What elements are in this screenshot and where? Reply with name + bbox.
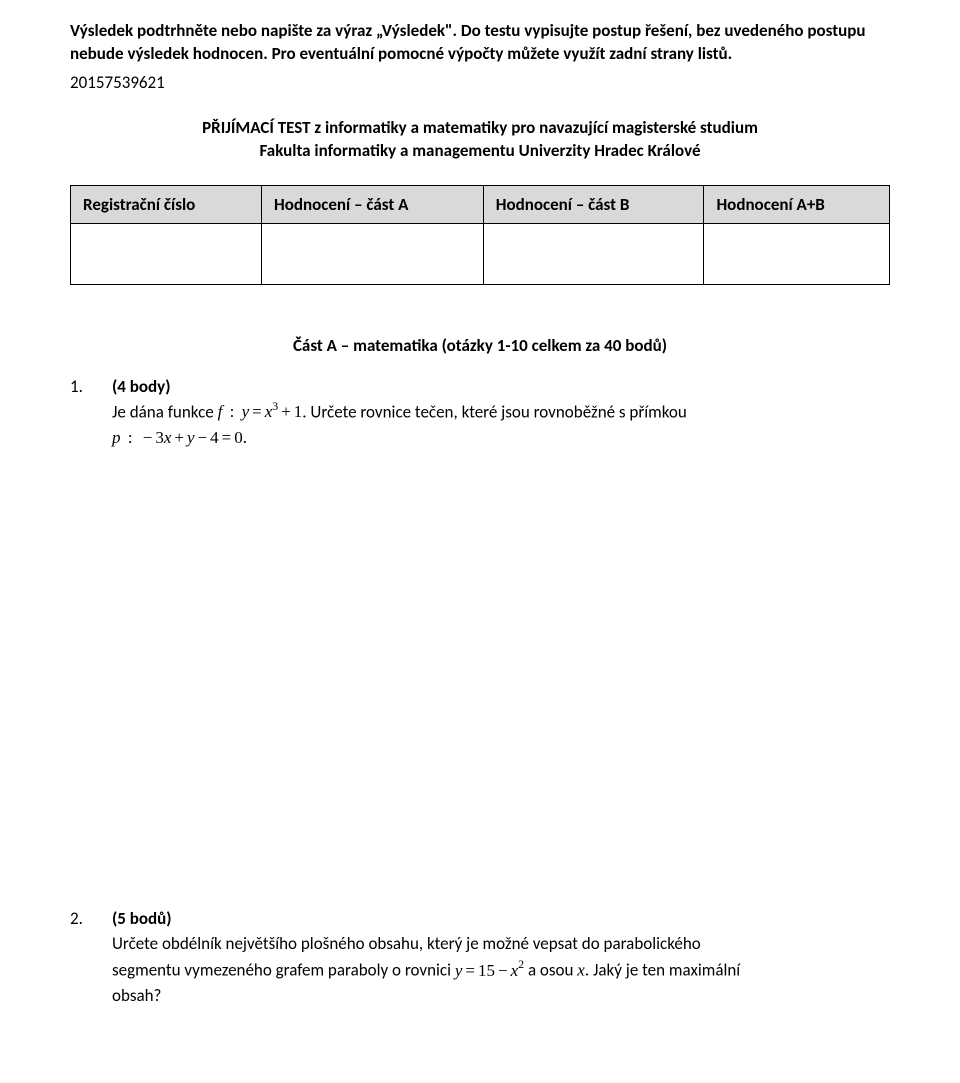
q2-text-2b: a osou bbox=[528, 960, 577, 981]
title-line-1: PŘIJÍMACÍ TEST z informatiky a matematik… bbox=[70, 117, 890, 140]
q1-text-before: Je dána funkce bbox=[112, 401, 218, 422]
grade-header-ab: Hodnocení A+B bbox=[704, 185, 890, 223]
grade-header-b: Hodnocení – část B bbox=[483, 185, 704, 223]
question-2-points: (5 bodů) bbox=[112, 908, 890, 929]
question-2: 2. (5 bodů) Určete obdélník největšího p… bbox=[70, 908, 890, 1008]
grade-cell-b bbox=[483, 223, 704, 284]
question-1-body: Je dána funkce f : y=x3+1. Určete rovnic… bbox=[112, 399, 890, 451]
q1-text-end: . bbox=[243, 427, 247, 448]
question-1-number: 1. bbox=[70, 376, 83, 397]
title-line-2: Fakulta informatiky a managementu Univer… bbox=[70, 140, 890, 163]
q2-text-2c: . Jaký je ten maximální bbox=[585, 960, 740, 981]
grade-header-a: Hodnocení – část A bbox=[262, 185, 484, 223]
question-2-body: Určete obdélník největšího plošného obsa… bbox=[112, 931, 890, 1008]
q1-formula-p: p : −3x+y−4=0 bbox=[112, 428, 243, 447]
page: Výsledek podtrhněte nebo napište za výra… bbox=[0, 0, 960, 1083]
q2-formula: y=15−x2 bbox=[455, 961, 524, 980]
q2-axis-x: x bbox=[577, 961, 585, 980]
q2-text-1: Určete obdélník největšího plošného obsa… bbox=[112, 933, 701, 954]
q2-text-3: obsah? bbox=[112, 985, 161, 1006]
workspace-gap bbox=[70, 468, 890, 908]
title-block: PŘIJÍMACÍ TEST z informatiky a matematik… bbox=[70, 117, 890, 163]
grade-cell-ab bbox=[704, 223, 890, 284]
section-a-title: Část A – matematika (otázky 1-10 celkem … bbox=[70, 335, 890, 356]
grade-table-blank-row bbox=[71, 223, 890, 284]
grade-cell-reg bbox=[71, 223, 262, 284]
q1-text-after: . Určete rovnice tečen, které jsou rovno… bbox=[302, 401, 687, 422]
question-1-points: (4 body) bbox=[112, 376, 890, 397]
test-code: 20157539621 bbox=[70, 72, 890, 93]
q1-formula-f: f : y=x3+1 bbox=[218, 402, 303, 421]
q2-text-2a: segmentu vymezeného grafem paraboly o ro… bbox=[112, 960, 455, 981]
question-2-number: 2. bbox=[70, 908, 83, 929]
grade-table-header-row: Registrační číslo Hodnocení – část A Hod… bbox=[71, 185, 890, 223]
grade-table: Registrační číslo Hodnocení – část A Hod… bbox=[70, 185, 890, 285]
question-1: 1. (4 body) Je dána funkce f : y=x3+1. U… bbox=[70, 376, 890, 451]
grade-header-reg: Registrační číslo bbox=[71, 185, 262, 223]
grade-cell-a bbox=[262, 223, 484, 284]
instructions-text: Výsledek podtrhněte nebo napište za výra… bbox=[70, 20, 890, 66]
